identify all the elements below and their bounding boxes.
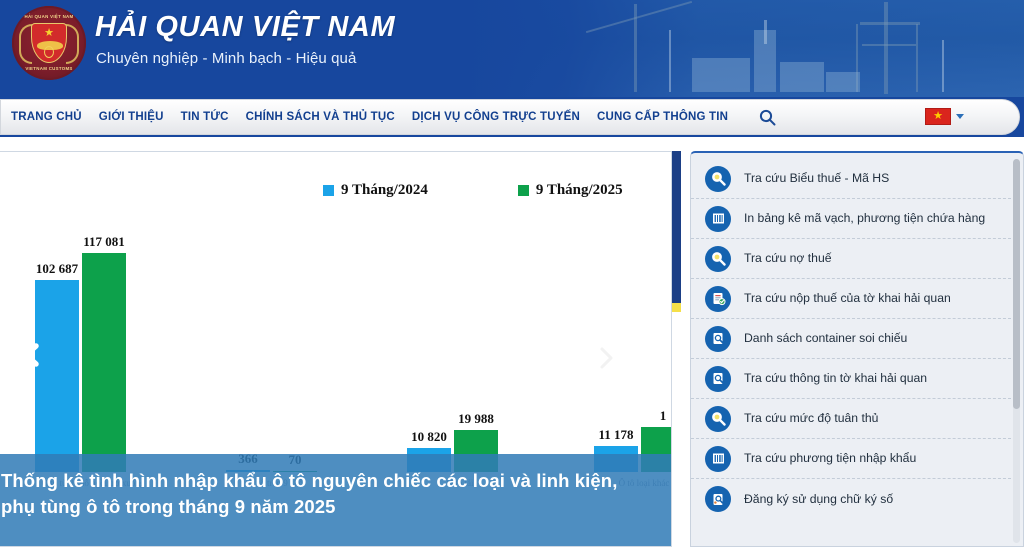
service-item-in-bang-ke-ma-vach[interactable]: In bảng kê mã vạch, phương tiện chứa hàn…	[691, 199, 1011, 239]
bar-group-o-to-9-cho: 102 687 117 081	[35, 234, 126, 472]
barcode-icon	[705, 205, 731, 232]
service-item-tra-cuu-no-thue[interactable]: Tra cứu nợ thuế	[691, 239, 1011, 279]
legend-label-2024: 9 Tháng/2024	[341, 182, 428, 198]
legend-item-2025: 9 Tháng/2025	[517, 182, 623, 199]
site-header: HẢI QUAN VIỆT NAM ★ VIETNAM CUSTOMS HẢI …	[0, 0, 1024, 97]
emblem-shield: ★	[31, 23, 67, 63]
service-item-tra-cuu-muc-do-tuan-thu[interactable]: Tra cứu mức độ tuân thủ	[691, 399, 1011, 439]
emblem-wing-icon	[37, 41, 63, 50]
service-item-label: Tra cứu Biểu thuế - Mã HS	[744, 171, 890, 186]
service-item-tra-cuu-nop-thue[interactable]: Tra cứu nộp thuế của tờ khai hải quan	[691, 279, 1011, 319]
magnifier-icon	[705, 165, 731, 192]
header-port-image	[464, 0, 1024, 97]
document-check-icon	[705, 285, 731, 312]
nav-item-tin-tuc[interactable]: TIN TỨC	[180, 111, 229, 123]
magnifier-icon	[705, 405, 731, 432]
bar-2024-group1: 102 687	[35, 261, 79, 472]
service-item-tra-cuu-bieu-thue[interactable]: Tra cứu Biểu thuế - Mã HS	[691, 159, 1011, 199]
featured-chart-slider[interactable]: ếc 9 Tháng/2024 9 Tháng/2025	[0, 151, 672, 547]
chevron-down-icon[interactable]	[956, 114, 964, 119]
service-item-label: Tra cứu mức độ tuân thủ	[744, 411, 879, 426]
service-item-label: Danh sách container soi chiếu	[744, 331, 908, 346]
bar-value-label: 102 687	[35, 261, 79, 276]
bar-value-label: 19 988	[458, 411, 494, 426]
site-title: HẢI QUAN VIỆT NAM	[95, 11, 396, 43]
document-search-icon	[705, 365, 731, 392]
vietnam-flag-icon: ★	[925, 108, 951, 125]
slider-next-arrow-icon[interactable]	[593, 345, 619, 371]
bar-value-label: 10 820	[411, 429, 447, 444]
flag-star-glyph: ★	[933, 110, 943, 122]
navigation-bar-container: TRANG CHỦ GIỚI THIỆU TIN TỨC CHÍNH SÁCH …	[0, 97, 1024, 137]
legend-item-2024: 9 Tháng/2024	[323, 182, 428, 199]
panel-accent-bar	[672, 151, 681, 303]
slider-prev-arrow-icon[interactable]	[19, 342, 45, 368]
emblem-star-icon: ★	[44, 27, 54, 39]
nav-item-dich-vu-cong[interactable]: DỊCH VỤ CÔNG TRỰC TUYẾN	[411, 111, 580, 123]
legend-label-2025: 9 Tháng/2025	[535, 182, 623, 198]
laurel-right-decoration	[66, 24, 79, 64]
site-slogan: Chuyên nghiệp - Minh bạch - Hiệu quả	[96, 50, 357, 67]
emblem-ring-bottom-text: VIETNAM CUSTOMS	[25, 66, 73, 71]
quick-services-panel: Tra cứu Biểu thuế - Mã HS In bảng kê mã …	[690, 151, 1024, 547]
bar-value-label: 11 178	[598, 427, 634, 442]
service-item-label: Đăng ký sử dụng chữ ký số	[744, 491, 894, 506]
bar-value-label: 117 081	[83, 234, 125, 249]
service-item-label: Tra cứu phương tiện nhập khẩu	[744, 451, 917, 466]
search-icon[interactable]	[757, 107, 777, 127]
emblem-ring-top-text: HẢI QUAN VIỆT NAM	[24, 14, 74, 19]
service-item-tra-cuu-phuong-tien[interactable]: Tra cứu phương tiện nhập khẩu	[691, 439, 1011, 479]
service-item-label: Tra cứu thông tin tờ khai hải quan	[744, 371, 928, 386]
bar-2025-group1: 117 081	[82, 234, 126, 472]
service-item-label: Tra cứu nợ thuế	[744, 251, 832, 266]
legend-swatch-2024	[323, 185, 334, 196]
service-item-label: Tra cứu nộp thuế của tờ khai hải quan	[744, 291, 951, 306]
vietnam-customs-emblem: HẢI QUAN VIỆT NAM ★ VIETNAM CUSTOMS	[12, 6, 86, 80]
services-scrollbar-thumb[interactable]	[1013, 159, 1020, 409]
services-list: Tra cứu Biểu thuế - Mã HS In bảng kê mã …	[691, 159, 1011, 519]
nav-item-cung-cap-thong-tin[interactable]: CUNG CẤP THÔNG TIN	[597, 111, 729, 123]
bar-value-label: 1	[659, 408, 667, 423]
chart-plot-area: 102 687 117 081 366 70	[0, 152, 671, 472]
panel-accent-bar-yellow	[672, 303, 681, 312]
service-item-tra-cuu-to-khai[interactable]: Tra cứu thông tin tờ khai hải quan	[691, 359, 1011, 399]
service-item-danh-sach-container[interactable]: Danh sách container soi chiếu	[691, 319, 1011, 359]
document-search-icon	[705, 486, 731, 512]
nav-item-gioi-thieu[interactable]: GIỚI THIỆU	[98, 111, 164, 123]
magnifier-icon	[705, 245, 731, 272]
language-selector[interactable]: ★	[925, 108, 964, 125]
nav-item-chinh-sach-thu-tuc[interactable]: CHÍNH SÁCH VÀ THỦ TỤC	[245, 111, 395, 123]
nav-items: TRANG CHỦ GIỚI THIỆU TIN TỨC CHÍNH SÁCH …	[1, 107, 777, 127]
slider-caption[interactable]: Thống kê tình hình nhập khẩu ô tô nguyên…	[0, 454, 671, 546]
barcode-icon	[705, 445, 731, 472]
service-item-label: In bảng kê mã vạch, phương tiện chứa hàn…	[744, 211, 986, 226]
main-navigation: TRANG CHỦ GIỚI THIỆU TIN TỨC CHÍNH SÁCH …	[0, 99, 1020, 135]
nav-item-trang-chu[interactable]: TRANG CHỦ	[11, 111, 82, 123]
document-search-icon	[705, 325, 731, 352]
legend-swatch-2025	[517, 185, 529, 196]
chart-legend: 9 Tháng/2024 9 Tháng/2025	[323, 182, 623, 199]
emblem-key-icon	[44, 46, 54, 58]
main-content: ếc 9 Tháng/2024 9 Tháng/2025	[0, 137, 1024, 547]
service-item-dang-ky-chu-ky-so[interactable]: Đăng ký sử dụng chữ ký số	[691, 479, 1011, 519]
